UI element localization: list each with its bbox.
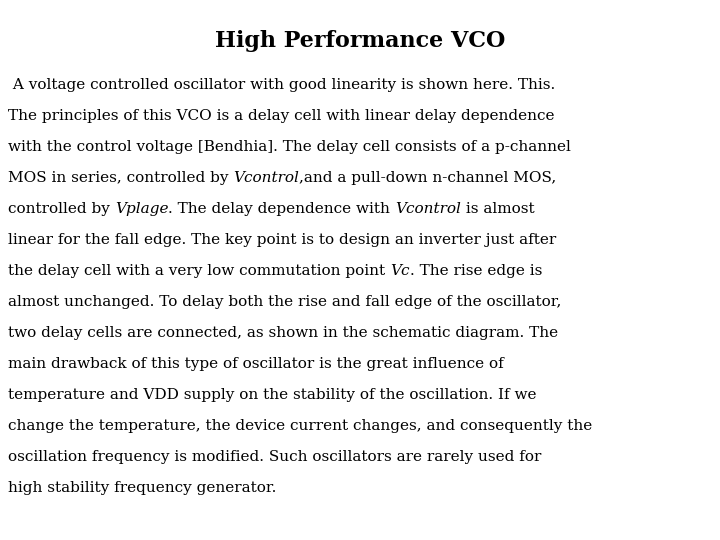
Text: MOS in series, controlled by: MOS in series, controlled by <box>8 171 233 185</box>
Text: ,and a pull-down n-channel MOS,: ,and a pull-down n-channel MOS, <box>300 171 557 185</box>
Text: Vcontrol: Vcontrol <box>233 171 300 185</box>
Text: with the control voltage [Bendhia]. The delay cell consists of a p-channel: with the control voltage [Bendhia]. The … <box>8 140 571 154</box>
Text: The principles of this VCO is a delay cell with linear delay dependence: The principles of this VCO is a delay ce… <box>8 109 554 123</box>
Text: linear for the fall edge. The key point is to design an inverter just after: linear for the fall edge. The key point … <box>8 233 557 247</box>
Text: almost unchanged. To delay both the rise and fall edge of the oscillator,: almost unchanged. To delay both the rise… <box>8 295 562 309</box>
Text: Vc: Vc <box>390 264 410 278</box>
Text: high stability frequency generator.: high stability frequency generator. <box>8 481 276 495</box>
Text: two delay cells are connected, as shown in the schematic diagram. The: two delay cells are connected, as shown … <box>8 326 558 340</box>
Text: is almost: is almost <box>461 202 534 216</box>
Text: Vcontrol: Vcontrol <box>395 202 461 216</box>
Text: main drawback of this type of oscillator is the great influence of: main drawback of this type of oscillator… <box>8 357 504 371</box>
Text: . The delay dependence with: . The delay dependence with <box>168 202 395 216</box>
Text: the delay cell with a very low commutation point: the delay cell with a very low commutati… <box>8 264 390 278</box>
Text: controlled by: controlled by <box>8 202 114 216</box>
Text: A voltage controlled oscillator with good linearity is shown here. This.: A voltage controlled oscillator with goo… <box>8 78 555 92</box>
Text: change the temperature, the device current changes, and consequently the: change the temperature, the device curre… <box>8 419 593 433</box>
Text: . The rise edge is: . The rise edge is <box>410 264 542 278</box>
Text: oscillation frequency is modified. Such oscillators are rarely used for: oscillation frequency is modified. Such … <box>8 450 541 464</box>
Text: High Performance VCO: High Performance VCO <box>215 30 505 52</box>
Text: Vplage: Vplage <box>114 202 168 216</box>
Text: temperature and VDD supply on the stability of the oscillation. If we: temperature and VDD supply on the stabil… <box>8 388 536 402</box>
